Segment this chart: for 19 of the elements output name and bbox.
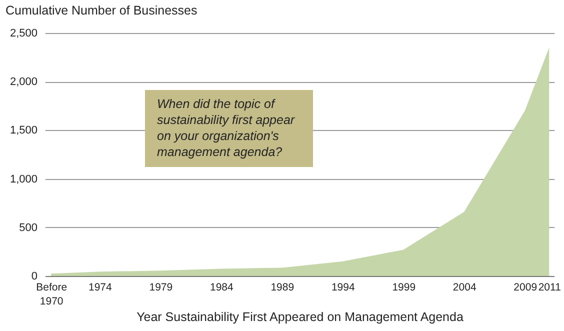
x-tick-label: 1979 [149,282,173,294]
y-tick-label: 1,000 [10,173,38,186]
y-tick-label: 2,500 [10,28,38,40]
annotation: When did the topic of sustainability first appear on your organization's management agenda? [145,90,313,167]
y-axis-title: Cumulative Number of Businesses [6,4,198,18]
x-tick-label: 1974 [88,282,112,294]
x-tick-label: 2009 [514,282,538,294]
y-tick-label: 500 [19,222,38,234]
y-tick-label: 1,500 [10,124,38,137]
x-tick-label: 1984 [210,282,234,294]
x-axis-title: Year Sustainability First Appeared on Management Agenda [136,310,464,324]
x-tick-label: Before 1970 [36,282,68,308]
y-tick-label: 2,000 [10,76,38,88]
x-tick-label: 1994 [331,282,355,294]
x-tick-label: 2004 [452,282,476,294]
y-tick-label: 0 [31,270,38,282]
x-tick-label: 1999 [392,282,416,294]
x-tick-label: 2011 [538,282,562,294]
x-tick-label: 1989 [270,282,294,294]
